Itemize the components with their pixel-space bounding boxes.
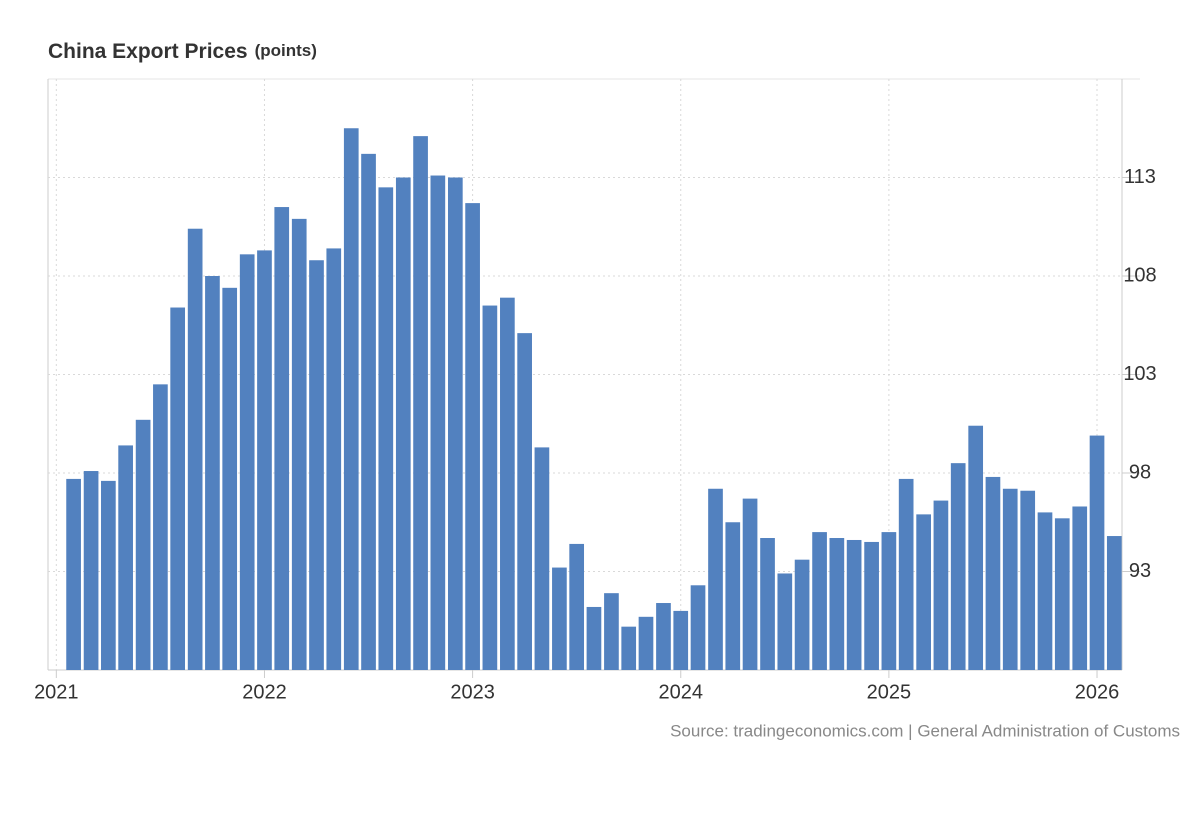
bar (170, 307, 186, 670)
bar (482, 305, 498, 670)
title: China Export Prices (48, 40, 248, 63)
bar (812, 532, 827, 670)
bar (950, 463, 966, 670)
bar (378, 187, 394, 670)
bar (881, 532, 897, 670)
bar (933, 500, 949, 670)
bar (569, 543, 585, 670)
bar (309, 260, 324, 670)
bar (1106, 536, 1122, 670)
bar (343, 128, 359, 670)
bar (829, 538, 845, 670)
bar (118, 445, 133, 670)
bar (725, 522, 741, 670)
y-tick-label: 113 (1124, 166, 1156, 188)
bar (205, 276, 220, 670)
bar (552, 567, 567, 670)
bar (500, 297, 515, 670)
x-tick-label: 2022 (242, 681, 287, 703)
bar (673, 610, 689, 670)
bar (794, 559, 810, 670)
bar (916, 514, 931, 670)
bar (708, 488, 723, 670)
bar (413, 136, 428, 670)
bar (534, 447, 550, 670)
bar (742, 498, 758, 670)
bar (1020, 490, 1036, 670)
bar (864, 541, 879, 670)
bar (638, 616, 654, 670)
y-tick-label: 98 (1129, 461, 1151, 483)
bar (1037, 512, 1053, 670)
y-tick-label: 103 (1123, 363, 1156, 385)
bar (465, 203, 480, 671)
bar (361, 153, 376, 671)
bar (395, 177, 411, 670)
bar (135, 419, 151, 670)
bar (1089, 435, 1105, 670)
bar (187, 228, 203, 670)
bar (430, 175, 446, 670)
bar (1054, 518, 1070, 670)
bar (621, 626, 637, 670)
bar (101, 480, 116, 670)
bar (586, 606, 602, 670)
bar (83, 471, 99, 670)
x-tick-label: 2021 (34, 681, 79, 703)
bar (447, 177, 463, 670)
y-tick-label: 93 (1129, 560, 1151, 582)
source: Source: tradingeconomics.com | General A… (670, 721, 1180, 740)
chart-title: China Export Prices (points) (48, 40, 317, 63)
bar (1002, 488, 1018, 670)
x-tick-label: 2025 (867, 681, 912, 703)
bar (274, 207, 290, 671)
bar (153, 384, 168, 670)
bar (239, 254, 255, 670)
bar (656, 603, 671, 670)
x-tick-label: 2023 (450, 681, 495, 703)
bar (604, 593, 619, 670)
bar (968, 425, 984, 670)
bar (898, 478, 914, 670)
bar (291, 218, 307, 670)
y-tick-label: 108 (1123, 264, 1156, 286)
bar (760, 538, 775, 670)
bar (985, 476, 1001, 670)
bar (66, 478, 81, 670)
bar (517, 333, 532, 670)
x-tick-label: 2026 (1075, 681, 1120, 703)
bar (326, 248, 342, 671)
bar (1072, 506, 1088, 670)
bar (777, 573, 793, 670)
bar (222, 287, 238, 670)
x-tick-label: 2024 (658, 681, 703, 703)
bar (690, 585, 706, 670)
bar (846, 539, 862, 670)
bar (257, 250, 272, 670)
unit: (points) (255, 41, 317, 60)
